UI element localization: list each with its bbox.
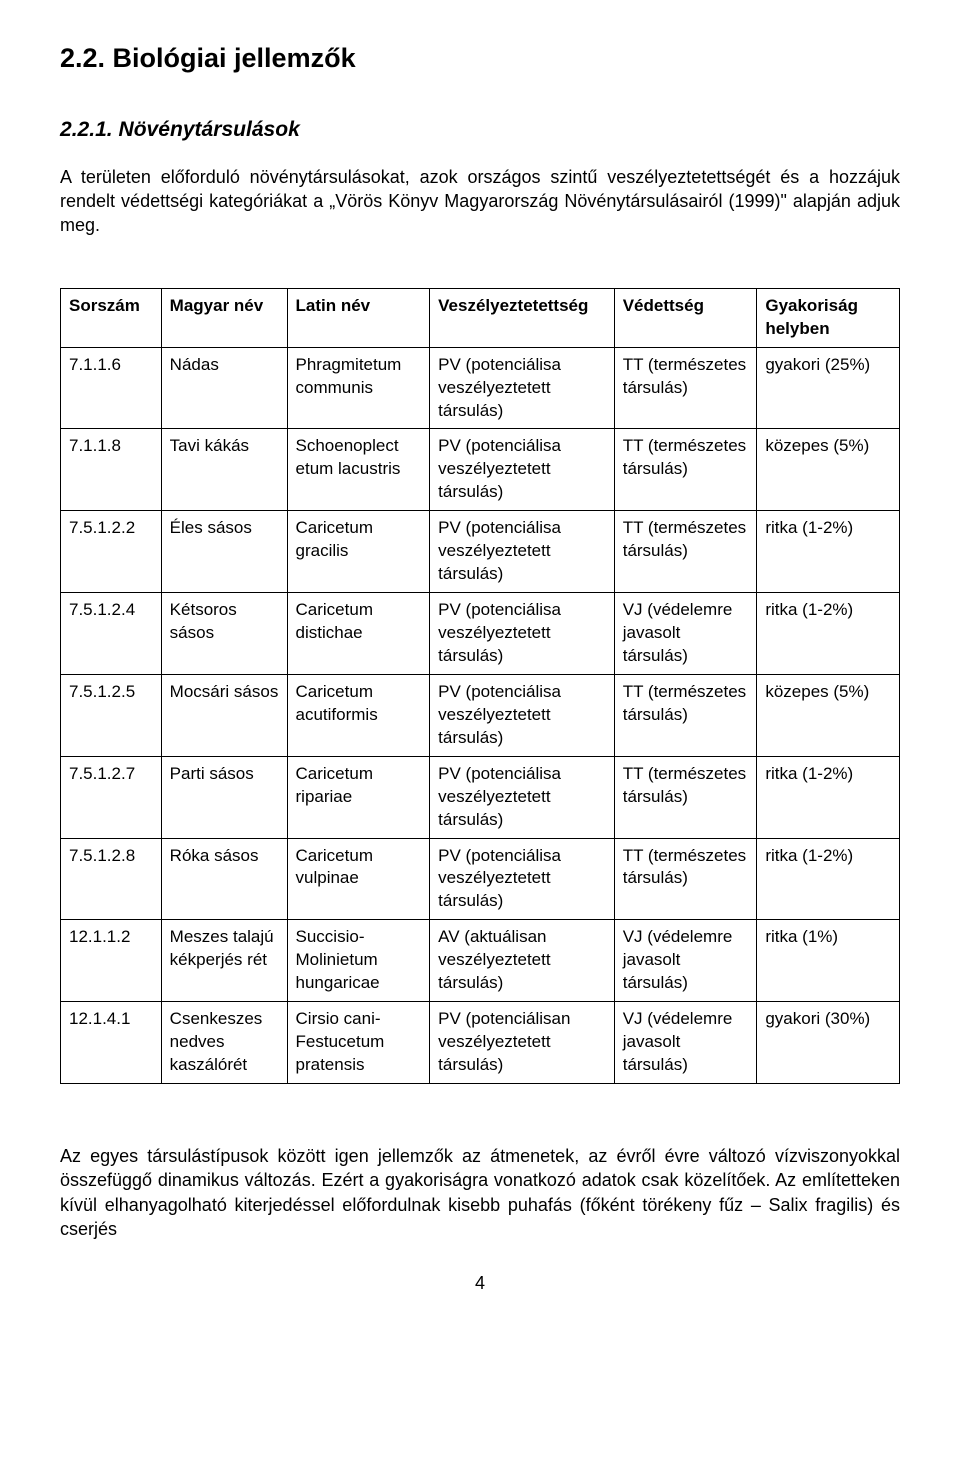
table-row: 7.1.1.6 Nádas Phragmitetum communis PV (… bbox=[61, 347, 900, 429]
cell-sorszam: 7.5.1.2.2 bbox=[61, 511, 162, 593]
cell-magyar: Nádas bbox=[161, 347, 287, 429]
cell-ved: TT (természetes társulás) bbox=[614, 838, 757, 920]
table-row: 7.5.1.2.4 Kétsoros sásos Caricetum disti… bbox=[61, 593, 900, 675]
cell-ved: TT (természetes társulás) bbox=[614, 756, 757, 838]
cell-magyar: Meszes talajú kékperjés rét bbox=[161, 920, 287, 1002]
table-row: 7.1.1.8 Tavi kákás Schoenoplect etum lac… bbox=[61, 429, 900, 511]
cell-sorszam: 7.5.1.2.8 bbox=[61, 838, 162, 920]
cell-ved: VJ (védelemre javasolt társulás) bbox=[614, 593, 757, 675]
cell-vesz: PV (potenciálisa veszélyeztetett társulá… bbox=[430, 347, 615, 429]
cell-latin: Caricetum distichae bbox=[287, 593, 430, 675]
table-row: 12.1.1.2 Meszes talajú kékperjés rét Suc… bbox=[61, 920, 900, 1002]
outro-paragraph: Az egyes társulástípusok között igen jel… bbox=[60, 1144, 900, 1241]
cell-latin: Phragmitetum communis bbox=[287, 347, 430, 429]
col-header-latin: Latin név bbox=[287, 288, 430, 347]
page-number: 4 bbox=[60, 1271, 900, 1295]
cell-gyak: ritka (1-2%) bbox=[757, 593, 900, 675]
table-row: 7.5.1.2.7 Parti sásos Caricetum ripariae… bbox=[61, 756, 900, 838]
cell-vesz: AV (aktuálisan veszélyeztetett társulás) bbox=[430, 920, 615, 1002]
cell-gyak: gyakori (25%) bbox=[757, 347, 900, 429]
col-header-gyak: Gyakoriság helyben bbox=[757, 288, 900, 347]
cell-gyak: ritka (1-2%) bbox=[757, 511, 900, 593]
cell-vesz: PV (potenciálisa veszélyeztetett társulá… bbox=[430, 429, 615, 511]
intro-paragraph: A területen előforduló növénytársulásoka… bbox=[60, 165, 900, 238]
cell-ved: TT (természetes társulás) bbox=[614, 674, 757, 756]
cell-sorszam: 7.1.1.6 bbox=[61, 347, 162, 429]
cell-vesz: PV (potenciálisa veszélyeztetett társulá… bbox=[430, 593, 615, 675]
cell-vesz: PV (potenciálisan veszélyeztetett társul… bbox=[430, 1002, 615, 1084]
cell-latin: Caricetum vulpinae bbox=[287, 838, 430, 920]
cell-sorszam: 12.1.4.1 bbox=[61, 1002, 162, 1084]
cell-vesz: PV (potenciálisa veszélyeztetett társulá… bbox=[430, 674, 615, 756]
subsection-title: 2.2.1. Növénytársulások bbox=[60, 116, 900, 144]
cell-latin: Schoenoplect etum lacustris bbox=[287, 429, 430, 511]
cell-gyak: közepes (5%) bbox=[757, 429, 900, 511]
cell-gyak: ritka (1%) bbox=[757, 920, 900, 1002]
cell-magyar: Kétsoros sásos bbox=[161, 593, 287, 675]
cell-magyar: Mocsári sásos bbox=[161, 674, 287, 756]
cell-ved: TT (természetes társulás) bbox=[614, 429, 757, 511]
table-row: 7.5.1.2.8 Róka sásos Caricetum vulpinae … bbox=[61, 838, 900, 920]
cell-sorszam: 7.5.1.2.7 bbox=[61, 756, 162, 838]
cell-ved: TT (természetes társulás) bbox=[614, 511, 757, 593]
cell-sorszam: 7.1.1.8 bbox=[61, 429, 162, 511]
associations-table: Sorszám Magyar név Latin név Veszélyezte… bbox=[60, 288, 900, 1084]
cell-vesz: PV (potenciálisa veszélyeztetett társulá… bbox=[430, 511, 615, 593]
col-header-vesz: Veszélyeztetettség bbox=[430, 288, 615, 347]
cell-vesz: PV (potenciálisa veszélyeztetett társulá… bbox=[430, 756, 615, 838]
cell-ved: TT (természetes társulás) bbox=[614, 347, 757, 429]
cell-vesz: PV (potenciálisa veszélyeztetett társulá… bbox=[430, 838, 615, 920]
cell-gyak: gyakori (30%) bbox=[757, 1002, 900, 1084]
col-header-magyar: Magyar név bbox=[161, 288, 287, 347]
col-header-ved: Védettség bbox=[614, 288, 757, 347]
cell-magyar: Róka sásos bbox=[161, 838, 287, 920]
table-header-row: Sorszám Magyar név Latin név Veszélyezte… bbox=[61, 288, 900, 347]
table-row: 7.5.1.2.2 Éles sásos Caricetum gracilis … bbox=[61, 511, 900, 593]
cell-magyar: Tavi kákás bbox=[161, 429, 287, 511]
cell-latin: Caricetum gracilis bbox=[287, 511, 430, 593]
cell-latin: Caricetum acutiformis bbox=[287, 674, 430, 756]
table-row: 7.5.1.2.5 Mocsári sásos Caricetum acutif… bbox=[61, 674, 900, 756]
cell-latin: Caricetum ripariae bbox=[287, 756, 430, 838]
cell-magyar: Csenkeszes nedves kaszálórét bbox=[161, 1002, 287, 1084]
cell-sorszam: 7.5.1.2.4 bbox=[61, 593, 162, 675]
cell-latin: Succisio-Molinietum hungaricae bbox=[287, 920, 430, 1002]
col-header-sorszam: Sorszám bbox=[61, 288, 162, 347]
cell-magyar: Éles sásos bbox=[161, 511, 287, 593]
cell-gyak: ritka (1-2%) bbox=[757, 756, 900, 838]
cell-sorszam: 12.1.1.2 bbox=[61, 920, 162, 1002]
section-title: 2.2. Biológiai jellemzők bbox=[60, 40, 900, 76]
cell-sorszam: 7.5.1.2.5 bbox=[61, 674, 162, 756]
cell-gyak: közepes (5%) bbox=[757, 674, 900, 756]
cell-magyar: Parti sásos bbox=[161, 756, 287, 838]
table-row: 12.1.4.1 Csenkeszes nedves kaszálórét Ci… bbox=[61, 1002, 900, 1084]
cell-ved: VJ (védelemre javasolt társulás) bbox=[614, 1002, 757, 1084]
cell-gyak: ritka (1-2%) bbox=[757, 838, 900, 920]
cell-latin: Cirsio cani-Festucetum pratensis bbox=[287, 1002, 430, 1084]
cell-ved: VJ (védelemre javasolt társulás) bbox=[614, 920, 757, 1002]
